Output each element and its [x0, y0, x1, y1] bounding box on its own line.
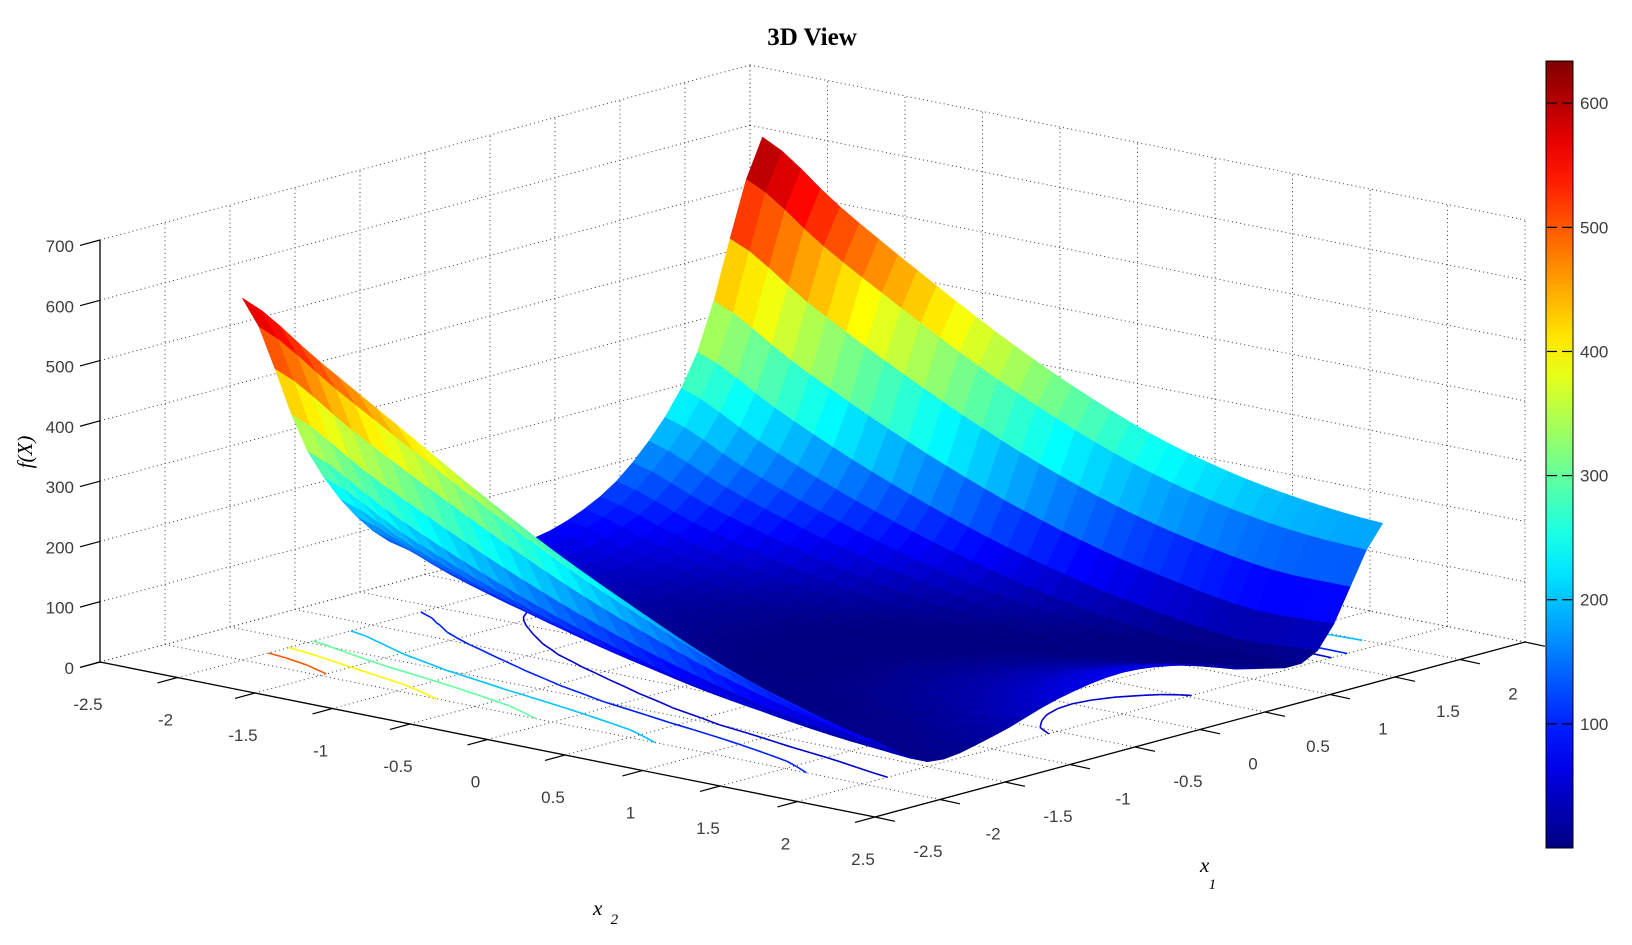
z-axis-label: f(X)	[13, 436, 37, 469]
colorbar: 100 200 300 400 500 600	[1545, 60, 1608, 849]
x2-tick-label: 0	[471, 773, 480, 792]
colorbar-gradient	[1545, 60, 1574, 849]
axis-ticks-labels: -2.5 -2 -1.5 -1 -0.5 0 0.5 1 1.5 2 2.5 -2.5 -2 -1.5 -1…	[46, 237, 1546, 869]
z-tick-label: 400	[46, 418, 74, 437]
x2-tick-label: -2	[158, 711, 173, 730]
colorbar-tick-label: 400	[1580, 342, 1608, 361]
surface-mesh	[242, 136, 1383, 763]
colorbar-tick-label: 600	[1580, 94, 1608, 113]
z-tick-label: 100	[46, 599, 74, 618]
x2-tick-label: 2	[781, 835, 790, 854]
z-tick-label: 500	[46, 358, 74, 377]
x1-axis-label: x 1	[1199, 853, 1216, 893]
x2-tick-label: -0.5	[383, 757, 412, 776]
x1-tick-label: -1.5	[1043, 807, 1072, 826]
x2-tick-label: 0.5	[541, 788, 565, 807]
x1-tick-label: 1	[1378, 720, 1387, 739]
colorbar-tick-label: 100	[1580, 715, 1608, 734]
x2-tick-label: 1.5	[696, 819, 720, 838]
z-tick-label: 200	[46, 538, 74, 557]
x1-tick-label: -2.5	[913, 842, 942, 861]
z-tick-label: 0	[65, 659, 74, 678]
colorbar-tick-label: 500	[1580, 218, 1608, 237]
colorbar-tick-label: 200	[1580, 591, 1608, 610]
x2-axis-label-base: x	[592, 896, 603, 920]
x2-axis-label: x 2	[592, 896, 619, 928]
x1-tick-label: 2	[1508, 685, 1517, 704]
x1-tick-label: 0.5	[1306, 737, 1330, 756]
x1-axis-label-base: x	[1199, 853, 1210, 877]
z-tick-label: 300	[46, 478, 74, 497]
x2-tick-label: -2.5	[73, 695, 102, 714]
x1-tick-label: 1.5	[1436, 702, 1460, 721]
plot-title: 3D View	[767, 24, 857, 51]
x2-tick-label: 1	[626, 804, 635, 823]
x2-axis-label-sub: 2	[611, 912, 619, 928]
x2-tick-label: 2.5	[851, 850, 875, 869]
x1-tick-label: -0.5	[1173, 772, 1202, 791]
colorbar-tick-label: 300	[1580, 467, 1608, 486]
x1-tick-label: -2	[985, 825, 1000, 844]
z-tick-label: 600	[46, 297, 74, 316]
x1-tick-label: -1	[1115, 790, 1130, 809]
x1-tick-label: 0	[1248, 755, 1257, 774]
z-tick-label: 700	[46, 237, 74, 256]
x1-axis-label-sub: 1	[1209, 877, 1217, 893]
x2-tick-label: -1	[313, 742, 328, 761]
x2-tick-label: -1.5	[228, 726, 257, 745]
